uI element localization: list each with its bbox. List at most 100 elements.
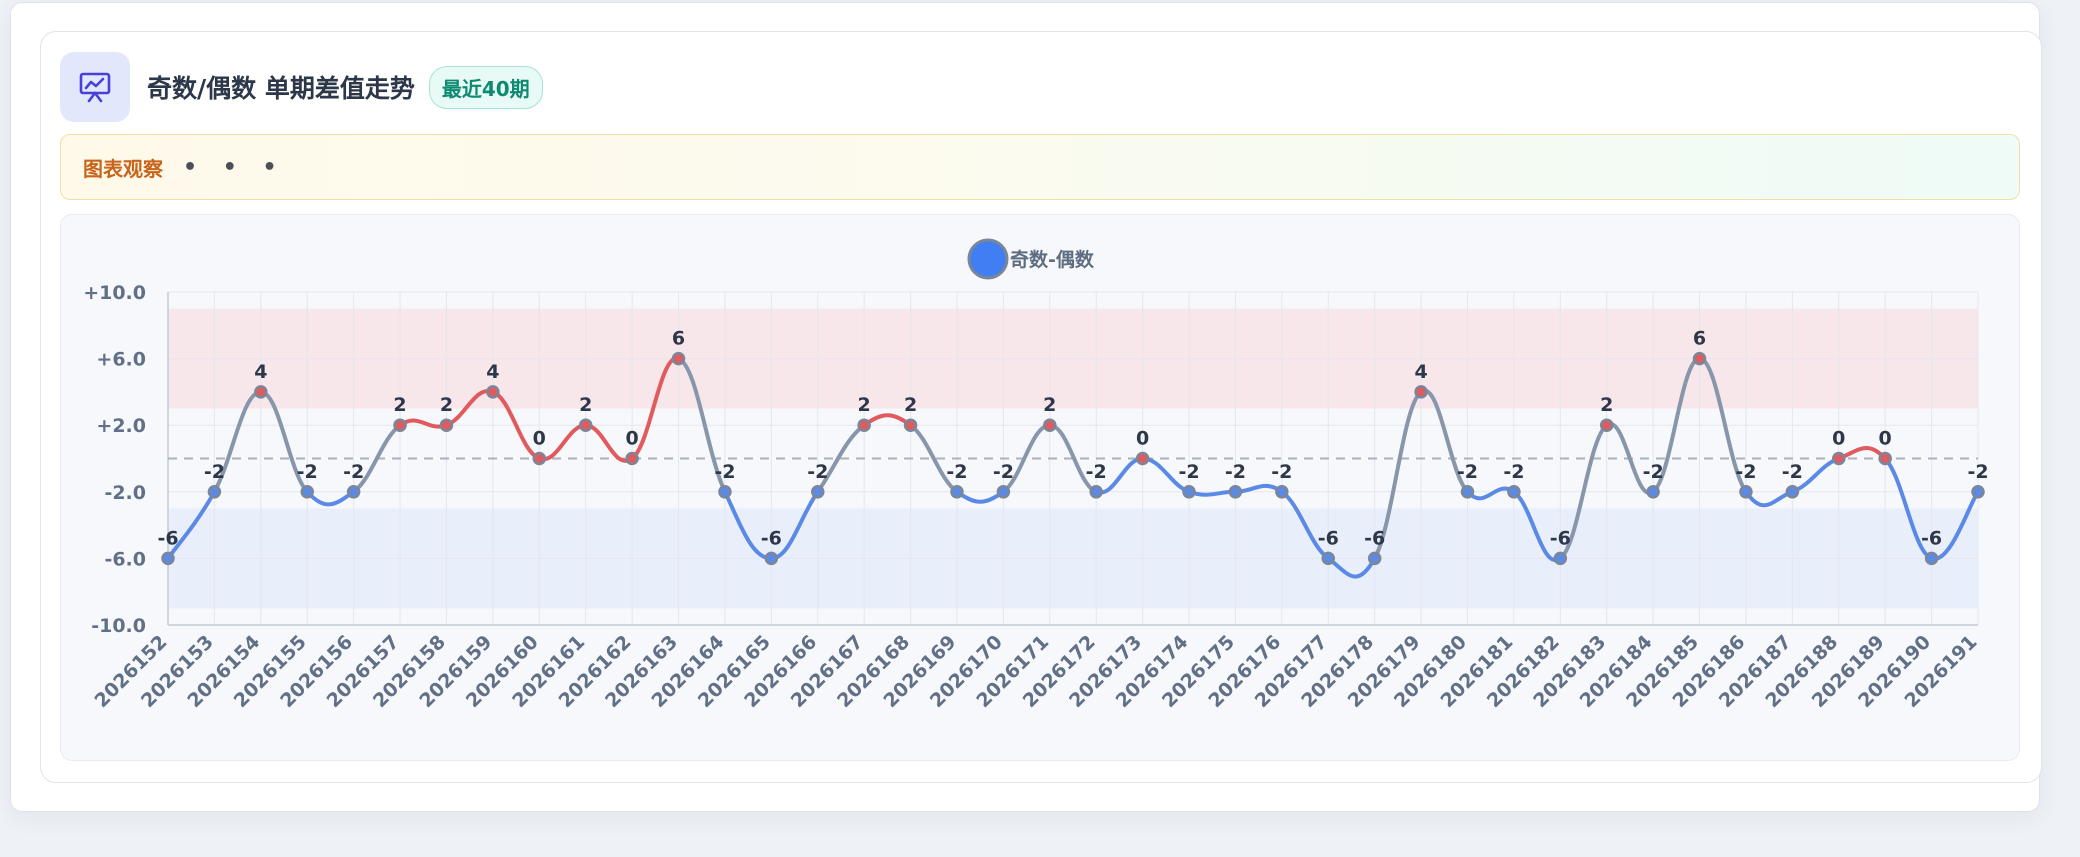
data-point <box>1460 485 1475 499</box>
y-tick-label: +2.0 <box>96 415 146 437</box>
series-line-segment <box>1883 456 1934 561</box>
y-tick-label: +6.0 <box>96 349 146 371</box>
data-point <box>1646 485 1660 499</box>
data-label: 2 <box>393 394 406 416</box>
series-line-segment <box>815 423 867 494</box>
y-tick-label: -10.0 <box>91 615 146 637</box>
data-point <box>1971 485 1985 499</box>
data-point <box>1924 551 1939 566</box>
data-label: 0 <box>1879 428 1892 450</box>
data-label: 2 <box>904 394 917 416</box>
series-line-segment <box>1558 423 1609 561</box>
data-label: -6 <box>1550 527 1571 549</box>
data-point <box>625 451 639 466</box>
data-point <box>1785 485 1800 499</box>
data-point <box>903 418 918 432</box>
data-label: -6 <box>761 527 782 549</box>
observation-bar[interactable]: 图表观察 • • • <box>60 134 2020 200</box>
data-label: -2 <box>1086 461 1107 483</box>
data-label: 0 <box>1832 428 1845 450</box>
series-line-segment <box>1651 356 1702 494</box>
data-point <box>1878 451 1892 466</box>
data-label: -2 <box>1735 461 1756 483</box>
series-line-segment <box>1743 489 1795 508</box>
data-point <box>1275 485 1289 499</box>
data-point <box>1553 551 1568 566</box>
data-point <box>1739 485 1753 499</box>
data-label: 6 <box>672 328 685 350</box>
data-label: -2 <box>297 461 318 483</box>
data-point <box>1414 385 1428 399</box>
data-point <box>532 451 547 466</box>
data-point <box>764 551 779 566</box>
data-point <box>996 485 1011 499</box>
series-line-segment <box>537 423 588 462</box>
series-line-segment <box>1372 389 1424 561</box>
data-point <box>857 418 871 432</box>
data-point <box>207 485 222 499</box>
chart-panel <box>60 214 2020 761</box>
data-label: -2 <box>946 461 967 483</box>
data-point <box>1135 451 1150 466</box>
data-label: -2 <box>714 461 735 483</box>
data-label: 2 <box>579 394 592 416</box>
data-point <box>439 418 454 432</box>
series-line-segment <box>954 489 1006 504</box>
data-label: 6 <box>1693 328 1706 350</box>
series-line-segment <box>1465 486 1516 501</box>
y-tick-label: +10.0 <box>83 282 146 304</box>
data-label: -2 <box>1457 461 1478 483</box>
data-point <box>1228 485 1243 499</box>
data-label: -2 <box>343 461 364 483</box>
card-header: 奇数/偶数 单期差值走势 最近40期 <box>60 52 543 122</box>
data-label: 2 <box>1600 394 1613 416</box>
series-line-segment <box>1836 445 1888 461</box>
data-point <box>1507 485 1521 499</box>
data-point <box>393 418 407 432</box>
legend-marker <box>967 238 1009 280</box>
data-label: -2 <box>204 461 225 483</box>
data-label: -2 <box>993 461 1014 483</box>
y-tick-label: -2.0 <box>104 482 146 504</box>
series-line-segment <box>908 423 959 494</box>
data-label: -2 <box>1503 461 1524 483</box>
data-point <box>1832 451 1846 466</box>
data-label: -6 <box>1318 527 1339 549</box>
data-point <box>1182 485 1196 499</box>
data-label: -2 <box>1967 461 1988 483</box>
data-point <box>300 485 314 499</box>
observation-label: 图表观察 <box>83 156 163 181</box>
data-label: 0 <box>1136 428 1149 450</box>
legend-label: 奇数-偶数 <box>1010 248 1095 271</box>
data-point <box>578 418 593 432</box>
data-point <box>671 351 686 366</box>
y-tick-label: -6.0 <box>104 548 146 570</box>
data-label: 2 <box>858 394 871 416</box>
data-point <box>1043 418 1057 432</box>
data-label: -2 <box>807 461 828 483</box>
data-label: -6 <box>1921 527 1942 549</box>
data-point <box>346 485 361 499</box>
data-point <box>1089 485 1103 499</box>
presentation-chart-icon <box>60 52 130 122</box>
data-point <box>950 485 964 499</box>
series-line-segment <box>1697 356 1748 494</box>
data-point <box>1321 551 1336 566</box>
series-line-segment <box>1233 483 1284 494</box>
data-label: 0 <box>625 428 638 450</box>
data-label: 2 <box>1043 394 1056 416</box>
data-label: -2 <box>1643 461 1664 483</box>
data-point <box>486 385 500 399</box>
data-label: -6 <box>1364 527 1385 549</box>
observation-dots: • • • <box>183 154 286 180</box>
series-line-segment <box>1279 489 1331 561</box>
series-line-segment <box>862 413 913 428</box>
series-line-segment <box>351 423 403 494</box>
data-label: -2 <box>1178 461 1199 483</box>
data-label: -6 <box>157 527 178 549</box>
data-point <box>1692 351 1707 366</box>
data-label: 2 <box>440 394 453 416</box>
series-line-segment <box>676 356 727 494</box>
data-label: 0 <box>533 428 546 450</box>
